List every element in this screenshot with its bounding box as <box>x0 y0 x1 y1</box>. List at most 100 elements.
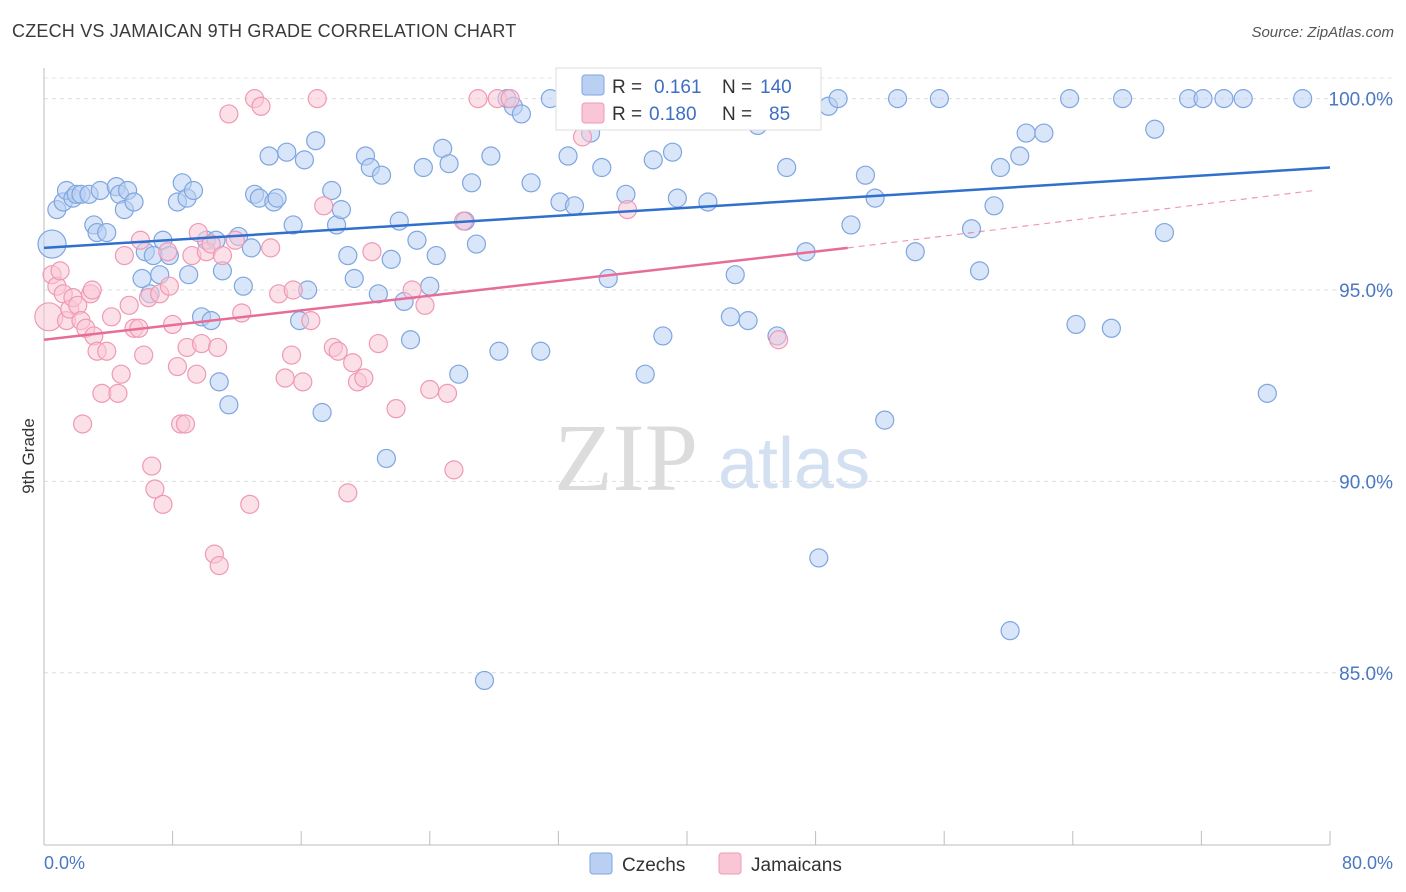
czechs-point <box>855 165 876 185</box>
czechs-point <box>887 89 908 109</box>
jamaicans-point <box>307 89 327 109</box>
y-tick-label: 100.0% <box>1329 90 1394 111</box>
legend-r-label-jamaicans: R = <box>612 104 642 125</box>
czechs-point <box>259 146 279 166</box>
czechs-point <box>124 192 144 212</box>
series-jamaicans <box>34 89 789 576</box>
czechs-point <box>1113 89 1133 109</box>
x-ticks <box>43 831 1331 845</box>
jamaicans-point <box>500 89 520 109</box>
y-tick-labels: 85.0% 90.0% 95.0% 100.0% <box>1329 90 1394 685</box>
czechs-point <box>183 180 204 201</box>
czechs-point <box>407 230 427 250</box>
jamaicans-point <box>114 245 134 266</box>
czechs-point <box>294 150 315 170</box>
czechs-point <box>439 154 459 174</box>
czechs-point <box>1154 222 1175 243</box>
jamaicans-point <box>354 368 374 388</box>
jamaicans-point <box>368 333 388 354</box>
jamaicans-point <box>212 245 233 266</box>
czechs-point <box>1101 318 1121 338</box>
x-tick-label-min: 0.0% <box>44 853 85 873</box>
jamaicans-point <box>444 460 464 480</box>
legend-bottom-swatch-czechs <box>589 852 613 875</box>
jamaicans-point <box>175 414 196 434</box>
czechs-point <box>558 146 578 166</box>
czechs-point <box>449 364 469 384</box>
czechs-point <box>466 234 487 254</box>
czechs-point <box>267 188 287 208</box>
czechs-point <box>1214 89 1234 109</box>
jamaicans-point <box>343 353 363 373</box>
jamaicans-point <box>275 368 295 388</box>
czechs-point <box>37 229 67 259</box>
jamaicans-point <box>97 341 117 361</box>
czechs-point <box>1034 123 1054 143</box>
czechs-point <box>738 311 758 331</box>
jamaicans-point <box>159 276 179 296</box>
czechs-point <box>564 196 585 216</box>
trend-line-jamaicans <box>43 246 848 342</box>
czechs-point <box>179 265 199 285</box>
y-axis-title: 9th Grade <box>19 418 38 494</box>
czechs-point <box>277 142 297 162</box>
czechs-point <box>283 215 303 235</box>
czechs-point <box>725 265 745 285</box>
czechs-point <box>635 364 655 384</box>
legend-r-value-jamaicans: 0.180 <box>649 104 697 125</box>
jamaicans-point <box>92 383 112 403</box>
legend-swatch-jamaicans <box>581 102 605 124</box>
czechs-point <box>592 157 612 178</box>
czechs-point <box>531 341 551 361</box>
x-tick-label-max: 80.0% <box>1342 853 1393 873</box>
czechs-point <box>698 192 718 212</box>
czechs-point <box>1066 314 1086 335</box>
czechs-point <box>961 219 982 239</box>
czechs-point <box>667 188 687 208</box>
czechs-point <box>969 261 990 281</box>
jamaicans-point <box>167 356 188 377</box>
czechs-point <box>306 131 326 151</box>
czechs-point <box>400 330 421 350</box>
legend-n-value-czechs: 140 <box>760 77 792 98</box>
czechs-point <box>322 180 342 201</box>
jamaicans-point <box>158 242 178 262</box>
czechs-point <box>720 307 741 327</box>
czechs-point <box>875 410 895 430</box>
czechs-point <box>929 89 949 109</box>
czechs-point <box>1145 119 1165 139</box>
czechs-point <box>1016 123 1036 143</box>
y-tick-label: 90.0% <box>1339 472 1393 493</box>
jamaicans-point <box>201 234 221 254</box>
czechs-point <box>1010 146 1030 166</box>
jamaicans-point <box>437 383 458 403</box>
watermark-zip: ZIP <box>554 404 698 511</box>
jamaicans-point <box>415 295 435 315</box>
czechs-point <box>376 448 396 469</box>
legend-top: R = 0.161 N = 140 R = 0.180 N = 85 <box>555 67 822 131</box>
czechs-point <box>233 276 253 296</box>
czechs-point <box>984 196 1004 216</box>
czechs-point <box>97 222 117 243</box>
jamaicans-point <box>153 494 173 514</box>
jamaicans-point <box>82 280 102 300</box>
jamaicans-point <box>142 456 162 476</box>
czechs-point <box>598 268 618 289</box>
czechs-point <box>809 548 829 568</box>
czechs-point <box>312 402 332 423</box>
czechs-point <box>1233 89 1253 109</box>
czechs-point <box>511 104 532 124</box>
czechs-point <box>521 173 541 193</box>
czechs-point <box>643 150 663 170</box>
jamaicans-point <box>187 364 207 384</box>
czechs-point <box>1257 383 1277 403</box>
czechs-point <box>381 249 401 269</box>
jamaicans-point <box>119 295 139 315</box>
legend-bottom-label-jamaicans: Jamaicans <box>751 855 842 876</box>
jamaicans-point <box>208 337 228 358</box>
czechs-point <box>653 326 673 346</box>
czechs-point <box>1000 621 1020 641</box>
czechs-point <box>990 157 1011 178</box>
jamaicans-point <box>108 383 128 403</box>
